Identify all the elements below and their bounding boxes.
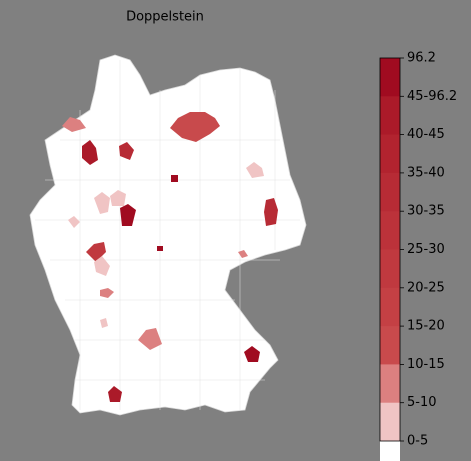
regions	[62, 112, 278, 402]
colorbar-label: 15-20	[407, 319, 445, 334]
colorbar-label: 20-25	[407, 280, 445, 295]
colorbar-segment	[380, 326, 400, 365]
colorbar-segment	[380, 249, 400, 289]
region	[170, 112, 220, 142]
region	[100, 288, 114, 298]
colorbar-label: 30-35	[407, 204, 445, 219]
map-title: Doppelstein	[126, 10, 204, 25]
colorbar-segment	[380, 96, 400, 136]
colorbar-label: 35-40	[407, 165, 445, 180]
colorbar: 96.2 45-96.2 40-45 35-40 30-35 25-30 20-25 15-2…	[379, 51, 457, 461]
region	[82, 140, 98, 165]
colorbar-segment	[380, 134, 400, 174]
region	[110, 190, 126, 206]
region	[246, 162, 264, 178]
colorbar-segment	[380, 211, 400, 250]
colorbar-label: 25-30	[407, 242, 445, 257]
colorbar-label: 5-10	[407, 395, 437, 410]
region	[108, 386, 122, 402]
region	[94, 256, 110, 276]
colorbar-segment	[380, 364, 400, 404]
colorbar-segment	[380, 402, 400, 442]
region	[264, 198, 278, 226]
colorbar-label: 96.2	[407, 51, 436, 66]
region	[238, 250, 248, 258]
region	[62, 117, 86, 132]
colorbar-label: 0-5	[407, 434, 428, 449]
region	[244, 346, 260, 362]
colorbar-segment	[380, 172, 400, 212]
colorbar-segment	[380, 287, 400, 327]
region	[68, 216, 80, 228]
region	[120, 204, 136, 226]
colorbar-label: 40-45	[407, 127, 445, 142]
region	[100, 318, 108, 328]
region	[94, 192, 110, 214]
colorbar-segment	[380, 58, 400, 97]
country	[29, 54, 307, 416]
colorbar-label: 10-15	[407, 357, 445, 372]
region	[119, 142, 134, 160]
colorbar-label: 45-96.2	[407, 89, 457, 104]
region	[171, 175, 178, 182]
colorbar-segment	[380, 441, 400, 461]
region	[138, 328, 162, 350]
country-outline	[29, 54, 307, 416]
region	[157, 246, 163, 251]
